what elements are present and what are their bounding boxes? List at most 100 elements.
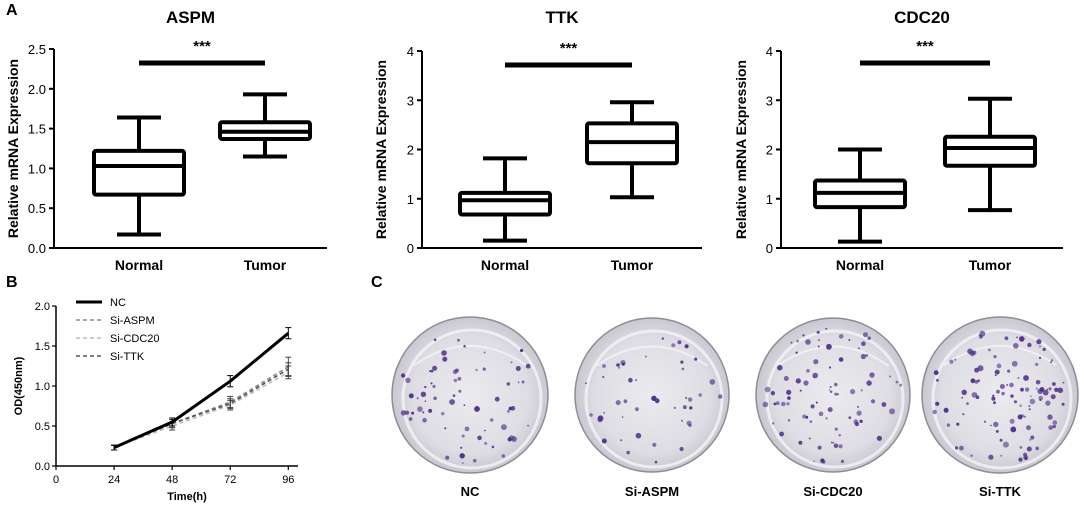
colony-dot — [1061, 402, 1065, 406]
colony-dot — [483, 351, 486, 354]
colony-dot — [956, 422, 960, 426]
colony-plate-nc: NC — [391, 316, 549, 499]
colony-dot — [411, 411, 415, 415]
colony-dot — [620, 439, 623, 442]
colony-dot — [603, 412, 605, 414]
colony-dot — [1026, 446, 1032, 452]
colony-dot — [983, 420, 987, 423]
colony-dot — [501, 424, 507, 430]
colony-dot — [1013, 343, 1019, 349]
box-normal — [458, 156, 552, 243]
colony-dot — [970, 378, 976, 384]
colony-dot — [1035, 362, 1039, 367]
colony-dot — [787, 419, 791, 422]
colony-dot — [828, 389, 831, 391]
colony-dot — [796, 339, 799, 343]
legend: NC Si-ASPM Si-CDC20 Si-TTK — [76, 297, 160, 363]
y-axis-label: Relative mRNA Expression — [5, 59, 21, 238]
colony-dot — [400, 373, 406, 378]
colony-dot — [860, 353, 867, 360]
colony-dot — [813, 460, 815, 463]
colony-dot — [840, 459, 845, 463]
colony-dot — [635, 379, 638, 382]
colony-dot — [1009, 382, 1014, 388]
colony-dot — [1045, 400, 1051, 406]
colony-dot — [781, 401, 786, 407]
plate-dish — [391, 316, 549, 474]
colony-dot — [1035, 387, 1038, 390]
colony-dot — [1013, 400, 1018, 404]
colony-dot — [628, 377, 633, 383]
colony-dot — [420, 391, 427, 397]
colony-dot — [452, 369, 458, 375]
colony-dot — [988, 348, 991, 352]
colony-dot — [686, 420, 692, 426]
colony-dot — [405, 377, 411, 383]
colony-dot — [1036, 339, 1042, 345]
boxplot-aspm: ASPM 0.0 0.5 1.0 1.5 2.0 2.5 Relative mRNA Expr… — [5, 8, 327, 273]
colony-dot — [795, 351, 798, 354]
colony-dot — [462, 462, 464, 464]
colony-dot — [464, 426, 470, 432]
colony-dot — [860, 389, 863, 392]
colony-dot — [865, 354, 869, 357]
colony-dot — [681, 419, 683, 422]
colony-dot — [1001, 391, 1005, 396]
plate-label: NC — [461, 484, 480, 499]
colony-plate-si-ttk: Si-TTK — [921, 316, 1079, 499]
colony-dot — [848, 339, 851, 341]
colony-dot — [432, 384, 436, 389]
colony-dot — [508, 406, 513, 411]
colony-dot — [817, 445, 822, 450]
colony-dot — [432, 365, 438, 371]
y-tick-label: 2 — [407, 143, 414, 158]
colony-dot — [810, 404, 815, 409]
colony-dot — [654, 398, 660, 404]
colony-dot — [1028, 408, 1031, 411]
colony-dot — [1029, 398, 1036, 405]
colony-dot — [623, 399, 628, 404]
colony-dot — [1023, 415, 1026, 418]
colony-dot — [1048, 387, 1052, 391]
colony-dot — [1000, 454, 1003, 457]
box-iqr — [92, 148, 186, 197]
line-chart-od450: 0.0 0.5 1.0 1.5 2.0 0 24 48 72 96 Time(h) OD(450nm)… — [13, 297, 298, 503]
category-label: Normal — [836, 257, 884, 273]
colony-dot — [899, 383, 903, 387]
colony-dot — [993, 401, 996, 405]
colony-dot — [620, 360, 626, 366]
colony-dot — [671, 343, 676, 348]
colony-dot — [858, 347, 860, 350]
colony-dot — [484, 429, 486, 432]
panel-label-a: A — [6, 2, 18, 19]
colony-dot — [681, 367, 685, 371]
colony-dot — [597, 417, 603, 423]
box-tumor — [943, 96, 1037, 213]
box-normal — [92, 115, 186, 237]
colony-plates-panel: NC Si-ASPM Si-CDC20 Si-TTK — [391, 316, 1079, 499]
colony-dot — [685, 396, 688, 399]
x-tick-label: 24 — [108, 474, 120, 486]
box-iqr — [458, 190, 552, 217]
colony-dot — [954, 358, 957, 361]
colony-dot — [1035, 379, 1041, 385]
colony-dot — [834, 427, 838, 431]
colony-dot — [825, 417, 828, 420]
colony-dot — [520, 348, 524, 353]
colony-dot — [1023, 455, 1029, 460]
colony-dot — [943, 407, 949, 413]
plate-rim-highlight — [401, 328, 543, 470]
colony-dot — [772, 422, 775, 425]
y-tick-label: 1 — [766, 192, 773, 207]
colony-dot — [527, 424, 530, 427]
plate-reflection — [413, 344, 527, 367]
colony-dot — [783, 376, 789, 381]
colony-dot — [830, 390, 833, 393]
colony-dot — [870, 399, 876, 404]
y-tick-label: 4 — [766, 44, 773, 59]
colony-dot — [932, 409, 937, 415]
y-tick-label: 2.0 — [35, 301, 50, 313]
boxplot-cdc20: CDC20 0 1 2 3 4 Relative mRNA Expression Normal… — [733, 8, 1063, 273]
colony-dot — [1029, 438, 1032, 441]
colony-dot — [1054, 387, 1059, 392]
